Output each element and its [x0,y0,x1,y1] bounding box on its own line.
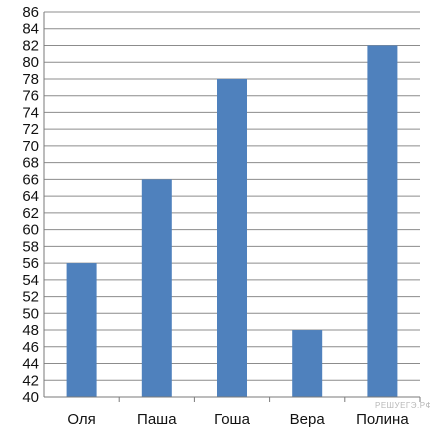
y-tick-62: 62 [22,205,39,222]
watermark: РЕШУЕГЭ.РФ [375,401,430,410]
x-tick-0: Оля [67,411,95,428]
y-tick-42: 42 [22,372,39,389]
bars [66,45,398,398]
y-tick-84: 84 [22,21,39,38]
y-tick-86: 86 [22,4,39,21]
x-tick-3: Вера [290,411,326,428]
y-tick-76: 76 [22,88,39,105]
y-tick-labels: 4042444648505254565860626466687072747678… [22,4,39,406]
bar-1 [141,179,172,397]
y-tick-70: 70 [22,138,39,155]
y-tick-80: 80 [22,54,39,71]
y-tick-74: 74 [22,104,39,121]
x-tick-4: Полина [356,411,409,428]
x-tick-1: Паша [137,411,177,428]
bar-4 [367,45,398,397]
y-tick-52: 52 [22,289,39,306]
y-tick-72: 72 [22,121,39,138]
y-tick-50: 50 [22,305,39,322]
y-tick-40: 40 [22,389,39,406]
y-tick-68: 68 [22,155,39,172]
y-tick-66: 66 [22,171,39,188]
y-tick-54: 54 [22,272,39,289]
x-tick-labels: Оля Паша Гоша Вера Полина [67,411,409,428]
y-tick-78: 78 [22,71,39,88]
y-tick-48: 48 [22,322,39,339]
bar-0 [66,263,97,397]
y-tick-60: 60 [22,222,39,239]
axes [43,12,421,402]
y-tick-58: 58 [22,238,39,255]
y-tick-64: 64 [22,188,39,205]
bar-3 [292,330,323,397]
bar-2 [217,78,247,398]
y-tick-46: 46 [22,339,39,356]
y-tick-44: 44 [22,356,39,373]
y-tick-82: 82 [22,37,39,54]
x-tick-2: Гоша [214,411,250,428]
y-tick-56: 56 [22,255,39,272]
